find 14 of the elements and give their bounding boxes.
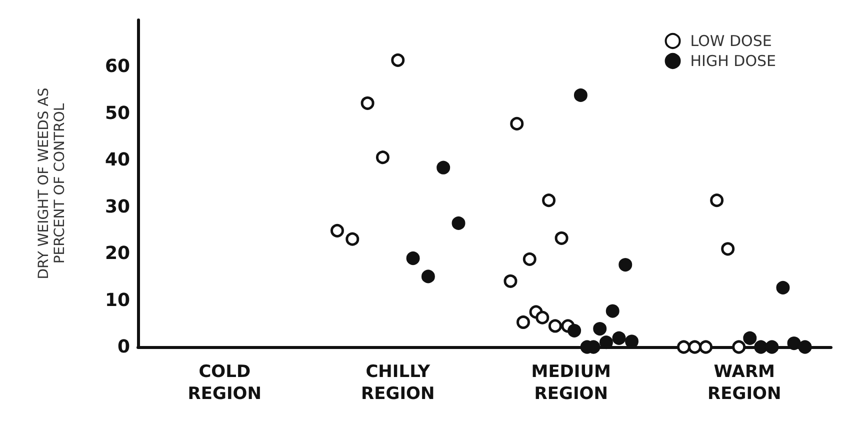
x-tick-label: CHILLY REGION (361, 362, 435, 404)
y-tick-label: 0 (117, 336, 130, 358)
y-tick-label: 60 (104, 56, 130, 78)
x-tick-label: COLD REGION (188, 362, 262, 404)
legend-label: HIGH DOSE (690, 52, 776, 70)
y-tick-label: 10 (104, 290, 130, 311)
x-tick-label: WARM REGION (708, 362, 782, 404)
y-tick-label: 30 (104, 196, 130, 218)
y-tick-label: 40 (104, 150, 130, 171)
y-axis-title: DRY WEIGHT OF WEEDS AS PERCENT OF CONTROL (36, 88, 68, 280)
x-tick-label: MEDIUM REGION (531, 362, 611, 404)
legend-label: LOW DOSE (690, 32, 772, 50)
y-tick-label: 50 (104, 102, 130, 124)
y-tick-label: 20 (104, 243, 130, 264)
